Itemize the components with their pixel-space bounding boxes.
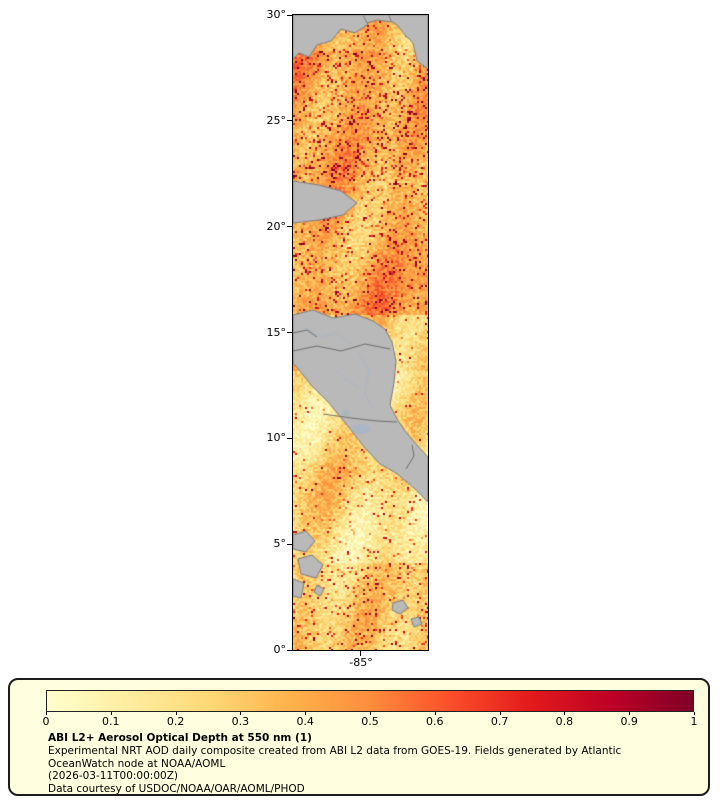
aod-map-canvas: [292, 14, 429, 651]
y-axis-tick-label: 10°: [266, 431, 287, 445]
y-axis-tick-mark: [287, 543, 292, 545]
x-axis-tick-label: -85°: [349, 656, 373, 669]
y-axis-tick-mark: [287, 437, 292, 439]
legend-box: 0 0.1 0.2 0.3 0.4 0.5 0.6 0.7 0.8 0.9 1 ABI L2+ Ae…: [8, 678, 710, 796]
colorbar-tick-mark: [694, 712, 695, 715]
legend-line: (2026-03-11T00:00:00Z): [48, 770, 178, 783]
colorbar-tick-mark: [175, 712, 177, 715]
colorbar-tick-mark: [499, 712, 501, 715]
colorbar-tick-label: 0.9: [620, 715, 638, 728]
colorbar-tick-label: 1: [690, 715, 698, 728]
colorbar-tick-label: 0.8: [555, 715, 574, 728]
legend-line: Experimental NRT AOD daily composite cre…: [48, 744, 622, 757]
colorbar-tick-mark: [305, 712, 307, 715]
colorbar-track: [46, 690, 694, 712]
colorbar-tick-label: 0.1: [102, 715, 120, 728]
colorbar-tick-label: 0.5: [361, 715, 379, 728]
colorbar-tick-label: 0.3: [231, 715, 250, 728]
colorbar-tick-label: 0.7: [490, 715, 509, 728]
colorbar-tick-mark: [629, 712, 631, 715]
colorbar-tick-mark: [110, 712, 112, 715]
y-axis-tick-label: 25°: [266, 113, 287, 127]
colorbar-tick-mark: [240, 712, 242, 715]
y-axis-tick-mark: [287, 14, 292, 16]
y-axis-tick-label: 15°: [266, 325, 287, 339]
y-axis-tick-label: 0°: [273, 643, 287, 656]
colorbar-tick-mark: [370, 712, 371, 715]
y-axis-tick-label: 20°: [266, 219, 287, 233]
y-axis-tick-label: 30°: [266, 8, 287, 21]
colorbar-tick-mark: [434, 712, 436, 715]
y-axis-tick-label: 5°: [273, 537, 287, 551]
colorbar-labels: 0 0.1 0.2 0.3 0.4 0.5 0.6 0.7 0.8 0.9 1: [42, 712, 698, 729]
y-axis-tick-mark: [287, 120, 292, 122]
legend-line: Data courtesy of USDOC/NOAA/OAR/AOML/PHO…: [48, 783, 305, 796]
legend-line: OceanWatch node at NOAA/AOML: [48, 757, 226, 770]
colorbar-tick-label: 0.6: [426, 715, 444, 728]
colorbar-tick-mark: [564, 712, 566, 715]
colorbar-tick-label: 0.2: [166, 715, 185, 728]
legend-title: ABI L2+ Aerosol Optical Depth at 550 nm …: [48, 732, 312, 744]
y-axis-tick-mark: [287, 649, 292, 651]
y-axis-tick-mark: [287, 226, 292, 228]
colorbar-tick-mark: [46, 712, 47, 715]
colorbar-tick-label: 0: [42, 715, 50, 728]
x-axis-tick-mark: [360, 651, 361, 656]
colorbar-tick-label: 0.4: [296, 715, 314, 728]
legend-text: ABI L2+ Aerosol Optical Depth at 550 nm …: [48, 732, 703, 796]
y-axis-tick-mark: [287, 332, 292, 333]
